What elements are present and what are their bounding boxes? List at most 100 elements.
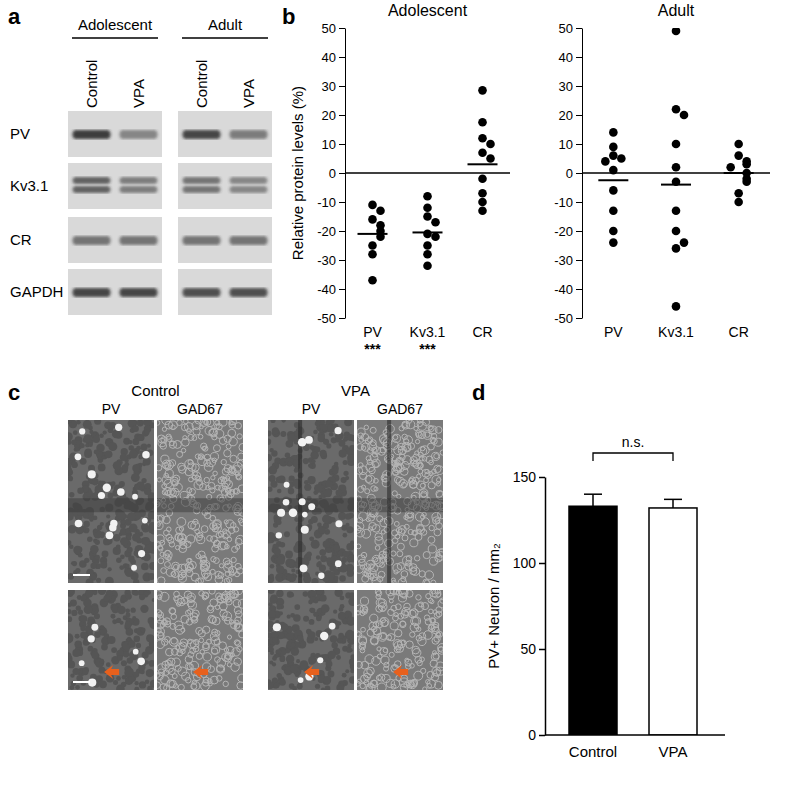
- tick: 20: [559, 108, 582, 123]
- y-axis: 050100150: [513, 469, 546, 743]
- texture-cell: [307, 476, 315, 484]
- texture-cell: [415, 512, 424, 521]
- texture-cell: [349, 445, 354, 451]
- data-point: [423, 212, 432, 221]
- lane-label: VPA: [240, 79, 257, 108]
- texture-cell: [270, 420, 275, 423]
- data-point: [672, 163, 681, 172]
- texture-cell: [319, 429, 323, 433]
- blot-strip: [178, 163, 272, 209]
- data-point: [478, 148, 487, 157]
- texture-cell: [313, 430, 318, 435]
- texture-cell: [193, 428, 200, 435]
- row-label: GAPDH: [10, 283, 63, 300]
- tick-label: 0: [329, 166, 336, 181]
- texture-cell: [163, 516, 170, 523]
- texture-cell: [92, 478, 99, 485]
- texture-cell: [229, 466, 235, 472]
- texture-cell: [157, 628, 161, 633]
- texture-cell: [68, 653, 72, 659]
- texture-cell: [398, 578, 406, 583]
- texture-cell: [72, 668, 79, 675]
- texture-cell: [177, 518, 186, 527]
- bar-chart: PV+ Neuron / mm₂050100150ControlVPAn.s.: [485, 434, 725, 760]
- texture-cell: [188, 460, 193, 465]
- texture-cell: [142, 537, 150, 545]
- texture-cell: [338, 512, 346, 520]
- data-point: [478, 206, 487, 215]
- texture-cell: [343, 551, 349, 557]
- category-label: PV: [604, 324, 623, 340]
- data-point: [376, 206, 385, 215]
- texture-cell: [232, 546, 238, 552]
- texture-cell: [83, 420, 92, 429]
- blot-band: [230, 236, 268, 245]
- texture-cell: [322, 515, 331, 524]
- micrograph-panel: ControlVPAPVGAD67PVGAD67: [64, 382, 446, 693]
- category-label: VPA: [659, 743, 688, 760]
- texture-cell: [229, 567, 237, 575]
- texture-cell: [94, 632, 100, 638]
- tick-mark: [576, 86, 582, 87]
- texture-cell: [191, 683, 197, 689]
- texture-cell: [149, 620, 154, 629]
- texture-cell: [429, 525, 434, 530]
- texture-cell: [211, 648, 217, 654]
- texture-cell: [164, 473, 169, 478]
- texture-cell: [268, 466, 277, 475]
- texture-cell: [239, 631, 243, 638]
- texture-cell: [77, 488, 83, 494]
- texture-cell: [418, 463, 424, 469]
- blot-strip: [68, 163, 162, 209]
- error-bar: [664, 499, 682, 508]
- texture-cell: [428, 482, 435, 489]
- texture-cell: [99, 680, 107, 688]
- texture-cell: [436, 478, 440, 482]
- texture-cell: [215, 657, 221, 663]
- texture-cell: [397, 543, 404, 550]
- texture-cell: [162, 661, 170, 669]
- texture-cell: [276, 520, 281, 525]
- texture-cell: [201, 526, 208, 533]
- data-point: [609, 186, 618, 195]
- texture-cell: [370, 427, 376, 433]
- texture-cell: [366, 475, 375, 484]
- texture-cell: [224, 450, 231, 457]
- texture-cell: [108, 442, 117, 451]
- layer-band: [157, 498, 243, 512]
- texture-cell: [95, 555, 100, 560]
- bar: [649, 508, 697, 735]
- texture-cell: [229, 421, 233, 425]
- texture-cell: [418, 452, 423, 457]
- texture-cell: [339, 449, 347, 457]
- texture-cell: [343, 460, 348, 465]
- texture-cell: [167, 436, 173, 442]
- tick-label: -30: [554, 253, 573, 268]
- texture-cell: [172, 571, 179, 578]
- data-point: [609, 166, 618, 175]
- data-point: [609, 151, 618, 160]
- texture-cell: [174, 684, 179, 689]
- micrograph: [68, 420, 154, 583]
- texture-cell: [162, 420, 171, 425]
- texture-cell: [145, 660, 149, 664]
- texture-cell: [89, 517, 93, 521]
- channel-label: GAD67: [177, 401, 223, 417]
- texture-cell: [73, 546, 82, 555]
- tick-label: 50: [559, 21, 573, 36]
- data-point: [423, 204, 432, 213]
- texture-cell: [165, 636, 171, 642]
- texture-cell: [404, 524, 409, 529]
- texture-cell: [68, 635, 72, 643]
- texture-cell: [144, 488, 151, 495]
- texture-cell: [224, 578, 229, 583]
- tick: 40: [559, 50, 582, 65]
- texture-cell: [366, 456, 371, 461]
- tick-mark: [539, 477, 545, 479]
- texture-cell: [83, 521, 89, 527]
- texture-cell: [217, 665, 224, 672]
- texture-cell: [277, 557, 285, 565]
- texture-cell: [402, 422, 407, 427]
- texture-cell: [288, 488, 295, 495]
- bright-cell: [299, 498, 306, 505]
